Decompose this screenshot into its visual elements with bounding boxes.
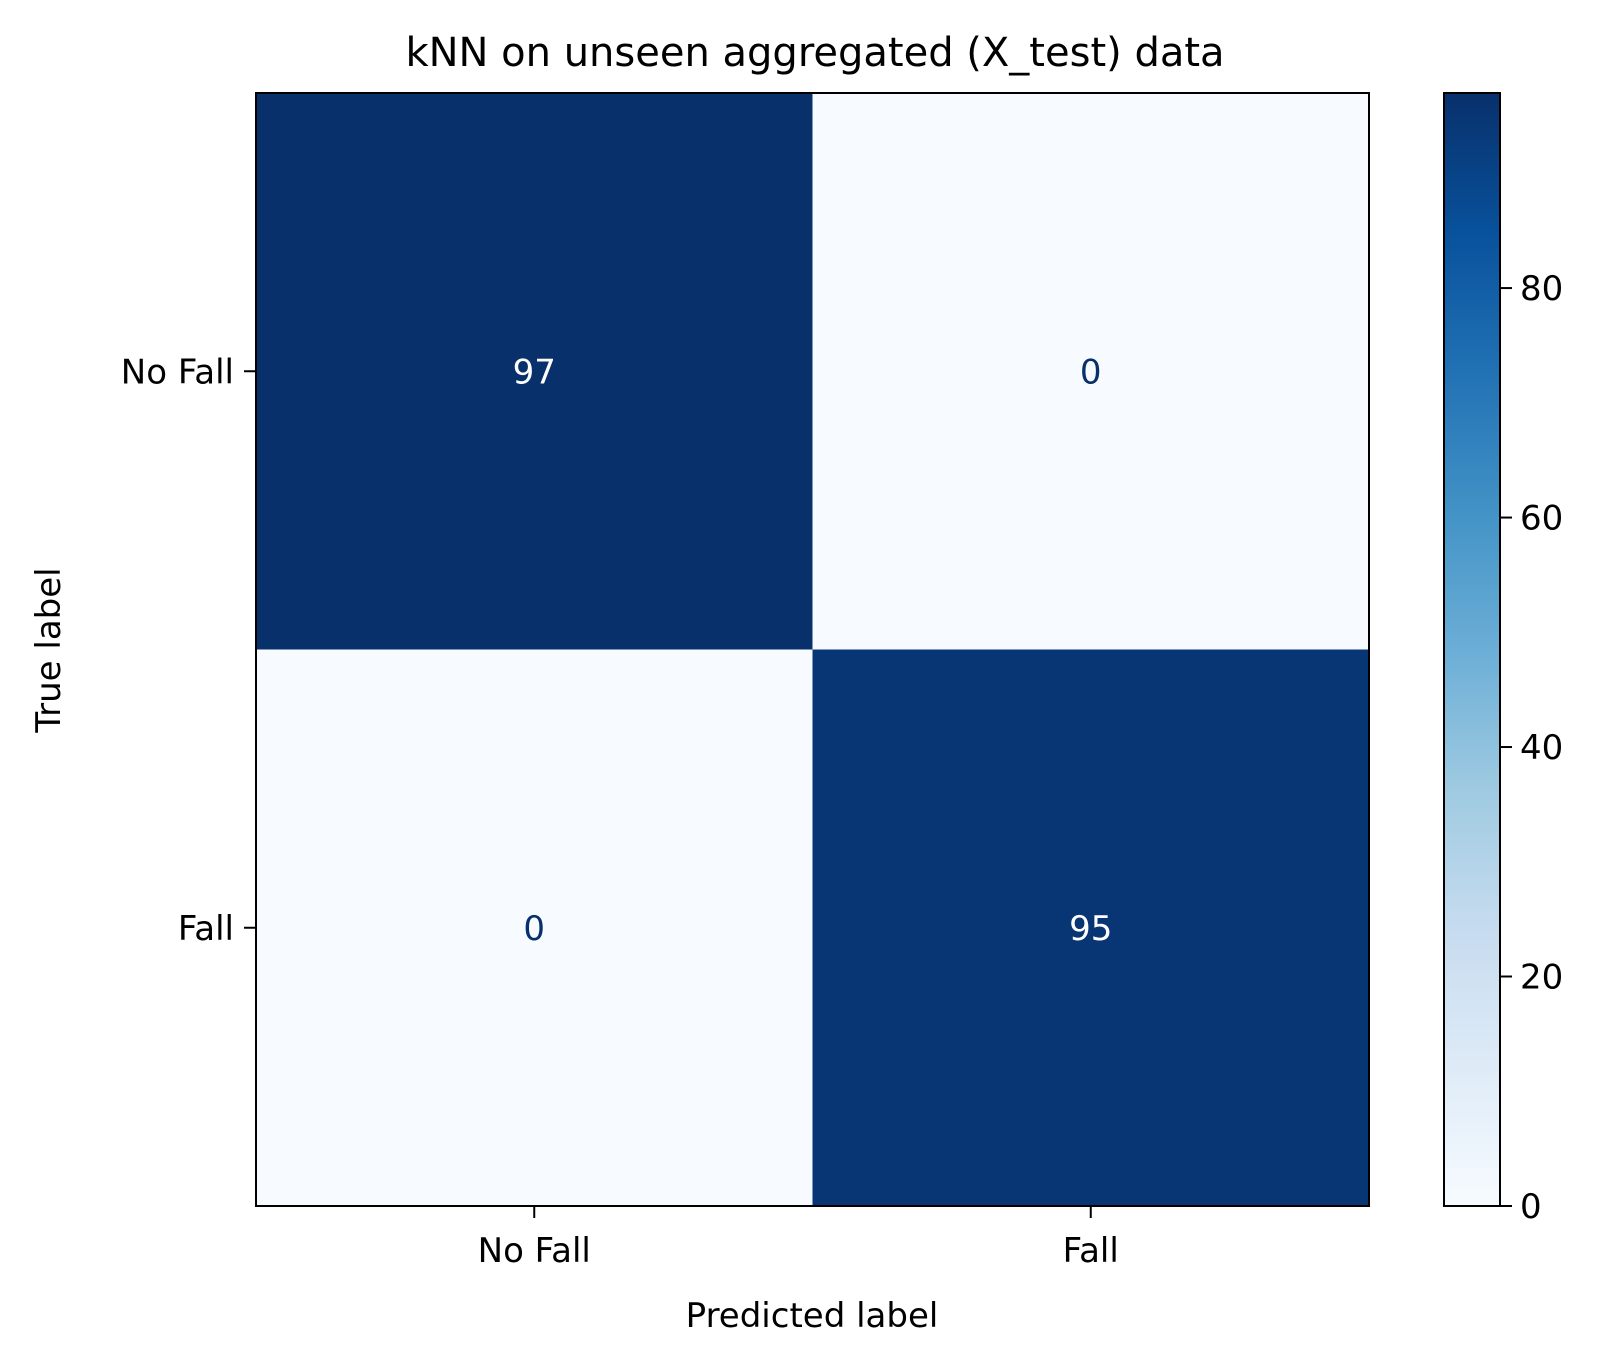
cell-value-label: 95 [1069, 909, 1112, 949]
plot-frame [255, 92, 1370, 1207]
heatmap-cell [256, 93, 813, 650]
y-axis-label: True label [29, 567, 69, 733]
colorbar-tick-label: 60 [1520, 499, 1563, 539]
cell-value-label: 97 [513, 352, 556, 392]
colorbar-tick-label: 40 [1520, 728, 1563, 768]
y-axis-ticks: No Fall Fall [121, 352, 256, 949]
cell-value-label: 0 [1080, 352, 1102, 392]
chart-title: kNN on unseen aggregated (X_test) data [405, 30, 1224, 76]
colorbar-ticks: 0 20 40 60 80 [1500, 269, 1563, 1227]
heatmap-cell [812, 93, 1369, 650]
x-axis-ticks: No Fall Fall [478, 1206, 1119, 1271]
y-tick-label: Fall [178, 909, 234, 949]
heatmap-cell [812, 649, 1369, 1206]
x-tick-label: Fall [1063, 1231, 1119, 1271]
colorbar-tick-label: 0 [1520, 1187, 1542, 1227]
colorbar [1443, 92, 1501, 1207]
y-tick-label: No Fall [121, 352, 234, 392]
colorbar-tick-label: 20 [1520, 958, 1563, 998]
heatmap-cell [256, 649, 813, 1206]
cell-value-label: 0 [523, 909, 545, 949]
x-tick-label: No Fall [478, 1231, 591, 1271]
x-axis-label: Predicted label [686, 1296, 939, 1336]
colorbar-tick-label: 80 [1520, 269, 1563, 309]
heatmap-cells: 97 0 0 95 [256, 93, 1369, 1206]
